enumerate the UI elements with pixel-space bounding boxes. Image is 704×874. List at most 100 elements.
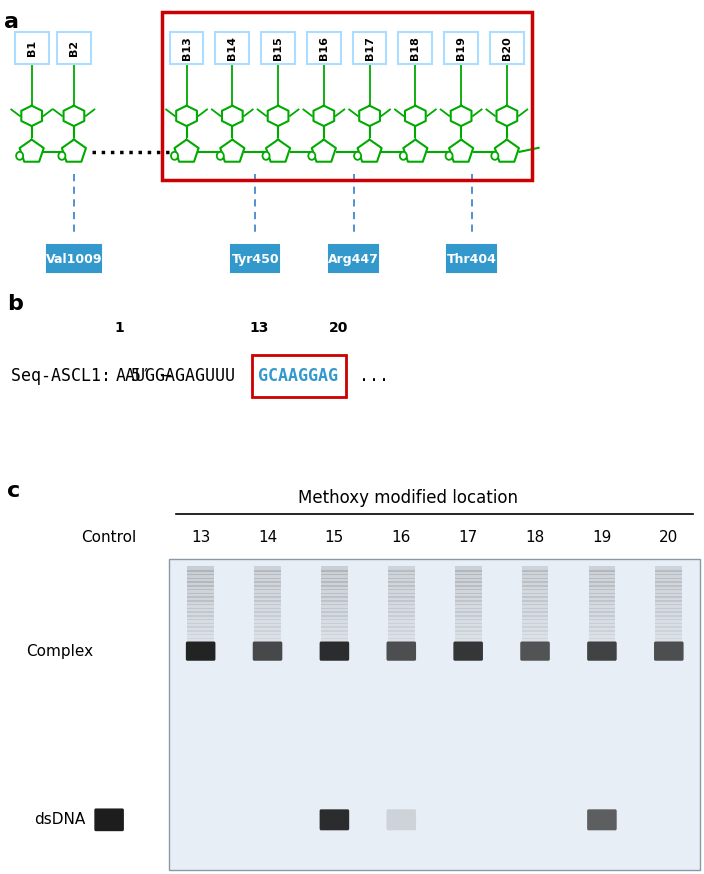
FancyBboxPatch shape [655, 604, 682, 609]
FancyBboxPatch shape [57, 32, 91, 64]
FancyBboxPatch shape [655, 619, 682, 624]
FancyBboxPatch shape [307, 32, 341, 64]
Text: AAUGGAGAGUUU: AAUGGAGAGUUU [116, 367, 236, 385]
FancyBboxPatch shape [321, 586, 348, 591]
FancyBboxPatch shape [655, 570, 682, 575]
FancyBboxPatch shape [655, 607, 682, 613]
FancyBboxPatch shape [522, 596, 548, 601]
FancyBboxPatch shape [589, 630, 615, 635]
FancyBboxPatch shape [187, 596, 214, 601]
FancyBboxPatch shape [522, 589, 548, 594]
FancyBboxPatch shape [321, 615, 348, 621]
FancyBboxPatch shape [321, 627, 348, 632]
FancyBboxPatch shape [253, 642, 282, 661]
FancyBboxPatch shape [321, 581, 348, 586]
FancyBboxPatch shape [187, 570, 214, 575]
FancyBboxPatch shape [46, 246, 101, 273]
FancyBboxPatch shape [254, 634, 281, 639]
FancyBboxPatch shape [455, 615, 482, 621]
FancyBboxPatch shape [455, 570, 482, 575]
FancyBboxPatch shape [455, 630, 482, 635]
Text: 20: 20 [659, 530, 679, 545]
FancyBboxPatch shape [321, 600, 348, 606]
FancyBboxPatch shape [386, 642, 416, 661]
FancyBboxPatch shape [215, 32, 249, 64]
FancyBboxPatch shape [654, 642, 684, 661]
Circle shape [400, 152, 407, 160]
FancyBboxPatch shape [187, 638, 214, 643]
Text: 17: 17 [458, 530, 478, 545]
FancyBboxPatch shape [261, 32, 295, 64]
FancyBboxPatch shape [455, 604, 482, 609]
FancyBboxPatch shape [522, 586, 548, 591]
FancyBboxPatch shape [589, 570, 615, 575]
FancyBboxPatch shape [655, 638, 682, 643]
FancyBboxPatch shape [254, 581, 281, 586]
Text: 16: 16 [391, 530, 411, 545]
FancyBboxPatch shape [455, 589, 482, 594]
FancyBboxPatch shape [254, 619, 281, 624]
FancyBboxPatch shape [455, 622, 482, 628]
FancyBboxPatch shape [522, 612, 548, 617]
FancyBboxPatch shape [388, 615, 415, 621]
FancyBboxPatch shape [655, 589, 682, 594]
FancyBboxPatch shape [320, 642, 349, 661]
FancyBboxPatch shape [655, 578, 682, 583]
Text: B1: B1 [27, 40, 37, 56]
FancyBboxPatch shape [187, 574, 214, 579]
Circle shape [217, 152, 224, 160]
FancyBboxPatch shape [455, 619, 482, 624]
Text: 20: 20 [329, 322, 348, 336]
FancyBboxPatch shape [455, 627, 482, 632]
Text: Complex: Complex [26, 643, 94, 659]
FancyBboxPatch shape [254, 574, 281, 579]
Text: a: a [4, 12, 18, 32]
FancyBboxPatch shape [522, 600, 548, 606]
Text: Control: Control [82, 530, 137, 545]
FancyBboxPatch shape [522, 566, 548, 572]
FancyBboxPatch shape [522, 634, 548, 639]
FancyBboxPatch shape [187, 619, 214, 624]
FancyBboxPatch shape [589, 566, 615, 572]
FancyBboxPatch shape [455, 578, 482, 583]
FancyBboxPatch shape [320, 809, 349, 830]
FancyBboxPatch shape [455, 593, 482, 598]
Text: 18: 18 [525, 530, 545, 545]
FancyBboxPatch shape [589, 619, 615, 624]
FancyBboxPatch shape [589, 578, 615, 583]
FancyBboxPatch shape [254, 630, 281, 635]
FancyBboxPatch shape [254, 593, 281, 598]
FancyBboxPatch shape [655, 574, 682, 579]
Text: 15: 15 [325, 530, 344, 545]
FancyBboxPatch shape [455, 634, 482, 639]
FancyBboxPatch shape [444, 32, 478, 64]
FancyBboxPatch shape [187, 593, 214, 598]
FancyBboxPatch shape [522, 570, 548, 575]
Text: B13: B13 [182, 36, 191, 59]
FancyBboxPatch shape [254, 570, 281, 575]
Text: B14: B14 [227, 36, 237, 60]
FancyBboxPatch shape [254, 607, 281, 613]
FancyBboxPatch shape [187, 622, 214, 628]
FancyBboxPatch shape [388, 612, 415, 617]
FancyBboxPatch shape [388, 627, 415, 632]
FancyBboxPatch shape [321, 574, 348, 579]
FancyBboxPatch shape [321, 607, 348, 613]
FancyBboxPatch shape [453, 642, 483, 661]
FancyBboxPatch shape [455, 612, 482, 617]
Text: 19: 19 [592, 530, 612, 545]
FancyBboxPatch shape [187, 578, 214, 583]
FancyBboxPatch shape [321, 604, 348, 609]
FancyBboxPatch shape [321, 593, 348, 598]
FancyBboxPatch shape [522, 622, 548, 628]
FancyBboxPatch shape [587, 642, 617, 661]
FancyBboxPatch shape [386, 809, 416, 830]
FancyBboxPatch shape [655, 566, 682, 572]
FancyBboxPatch shape [388, 570, 415, 575]
FancyBboxPatch shape [254, 638, 281, 643]
FancyBboxPatch shape [522, 593, 548, 598]
FancyBboxPatch shape [522, 619, 548, 624]
Text: B17: B17 [365, 36, 375, 60]
Circle shape [16, 152, 23, 160]
FancyBboxPatch shape [522, 627, 548, 632]
